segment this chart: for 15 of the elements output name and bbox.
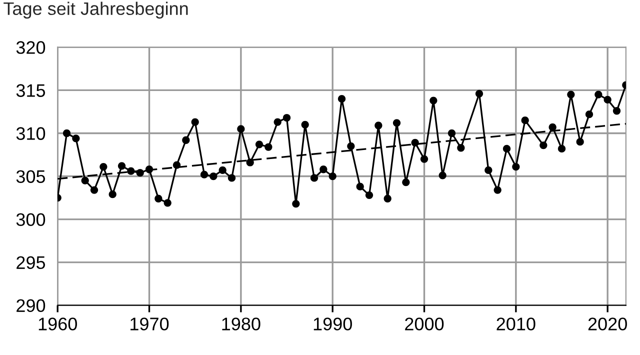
y-tick-label: 310 — [16, 127, 46, 140]
x-tick-label: 1980 — [222, 318, 260, 330]
x-tick-label: 2000 — [405, 318, 444, 330]
x-tick-label: 2010 — [496, 318, 536, 330]
x-tick-label: 1970 — [130, 318, 169, 330]
x-tick-label: 1960 — [38, 318, 77, 330]
y-tick-label: 320 — [16, 41, 46, 54]
x-tick-label: 2020 — [588, 318, 627, 330]
x-tick-label: 1990 — [314, 318, 352, 330]
y-tick-label: 315 — [16, 84, 46, 97]
y-tick-label: 300 — [16, 213, 46, 226]
y-tick-label: 290 — [16, 299, 46, 312]
y-tick-label: 305 — [16, 170, 46, 183]
y-axis-title: Tage seit Jahresbeginn — [4, 2, 188, 19]
y-tick-label: 295 — [16, 256, 46, 270]
